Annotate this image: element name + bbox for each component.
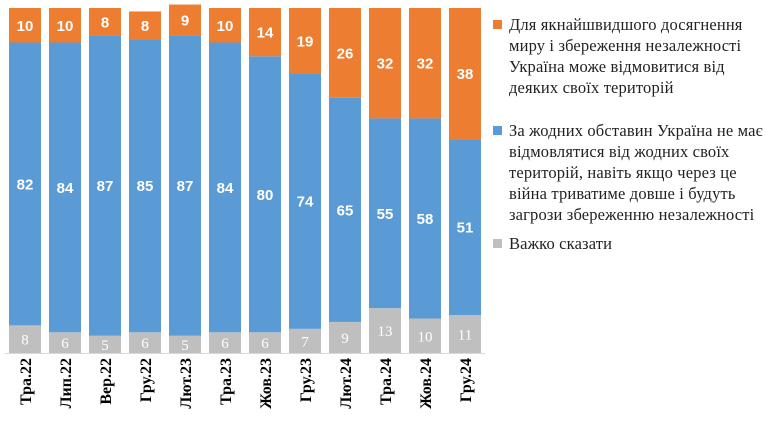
x-tick-label: Гру.23 [298, 358, 315, 402]
bar-segment-hard-to-say [9, 325, 41, 353]
bar-segment-cede-territories [449, 8, 481, 140]
x-tick-label: Вер.22 [98, 358, 115, 405]
legend-item-hard-to-say: Важко сказати [493, 233, 775, 254]
bar-segment-hard-to-say [369, 308, 401, 353]
legend: Для якнайшвидшого досягнення миру і збер… [493, 14, 775, 254]
data-label: 58 [417, 211, 434, 228]
x-tick-label: Гру.24 [458, 358, 475, 402]
bar-segment-no-concessions [169, 35, 201, 336]
bar-segment-hard-to-say [209, 332, 241, 353]
legend-swatch-orange [493, 20, 502, 29]
data-label: 14 [257, 25, 274, 42]
data-label: 82 [17, 176, 34, 193]
data-label: 80 [257, 187, 274, 204]
data-label: 6 [61, 336, 69, 352]
bar-segment-no-concessions [89, 35, 121, 336]
bar-segment-cede-territories [369, 8, 401, 119]
data-label: 10 [217, 18, 234, 35]
data-label: 65 [337, 202, 354, 219]
x-tick-label: Жов.24 [418, 358, 435, 409]
data-label: 7 [301, 334, 309, 350]
data-label: 10 [17, 18, 34, 35]
data-label: 10 [418, 329, 433, 345]
data-label: 6 [221, 336, 229, 352]
data-label: 8 [101, 14, 109, 31]
bar-segment-cede-territories [89, 8, 121, 36]
x-tick-label: Лип.22 [58, 358, 75, 408]
legend-swatch-gray [493, 239, 502, 248]
bar-segment-hard-to-say [329, 321, 361, 353]
data-label: 5 [101, 338, 109, 354]
bar-segment-cede-territories [49, 8, 81, 43]
data-label: 32 [417, 56, 434, 73]
bar-segment-no-concessions [249, 56, 281, 333]
bar-segment-no-concessions [369, 118, 401, 309]
bar-segment-hard-to-say [409, 318, 441, 353]
data-label: 87 [97, 178, 114, 195]
legend-item-no-concessions: За жодних обставин Україна не має відмов… [493, 120, 775, 225]
legend-swatch-blue [493, 126, 502, 135]
x-tick-label: Жов.23 [258, 358, 275, 409]
data-label: 5 [181, 338, 189, 354]
x-tick-label: Тра.24 [378, 358, 395, 405]
data-label: 51 [457, 220, 474, 237]
data-label: 8 [141, 18, 149, 35]
data-label: 38 [457, 66, 474, 83]
data-label: 32 [377, 56, 394, 73]
data-label: 87 [177, 178, 194, 195]
bar-segment-hard-to-say [289, 328, 321, 353]
bar-segment-no-concessions [129, 39, 161, 333]
bar-segment-no-concessions [409, 118, 441, 319]
bar-segment-hard-to-say [89, 335, 121, 353]
data-label: 10 [57, 18, 74, 35]
bar-segment-no-concessions [449, 139, 481, 316]
bar-segment-hard-to-say [169, 335, 201, 353]
x-tick-label: Лют.24 [338, 358, 355, 409]
x-tick-label: Тра.23 [218, 358, 235, 405]
data-label: 11 [458, 328, 472, 344]
bar-segment-cede-territories [409, 8, 441, 119]
bar-segment-cede-territories [249, 8, 281, 57]
bar-segment-cede-territories [9, 8, 41, 43]
bar-segment-hard-to-say [449, 315, 481, 353]
bar-segment-cede-territories [169, 4, 201, 36]
x-tick-label: Тра.22 [18, 358, 35, 405]
data-label: 84 [217, 180, 234, 197]
x-tick-label: Лют.23 [178, 358, 195, 409]
legend-label-no-concessions: За жодних обставин Україна не має відмов… [509, 121, 763, 224]
bar-segment-no-concessions [209, 42, 241, 333]
data-label: 9 [181, 13, 189, 30]
bar-segment-cede-territories [129, 11, 161, 40]
x-tick-label: Гру.22 [138, 358, 155, 402]
bar-segment-no-concessions [49, 42, 81, 333]
bar-segment-hard-to-say [49, 332, 81, 353]
bar-segment-cede-territories [289, 8, 321, 74]
data-label: 6 [261, 336, 269, 352]
legend-item-cede-territories: Для якнайшвидшого досягнення миру і збер… [493, 14, 775, 98]
plot-area: 8821068410587868585879684106801477419965… [9, 4, 481, 354]
data-label: 8 [21, 333, 29, 349]
bar-segment-no-concessions [9, 42, 41, 326]
data-label: 6 [141, 336, 149, 352]
legend-label-hard-to-say: Важко сказати [509, 234, 613, 253]
bar-segment-no-concessions [289, 73, 321, 329]
data-label: 9 [341, 331, 349, 347]
bar-segment-cede-territories [209, 8, 241, 43]
legend-label-cede-territories: Для якнайшвидшого досягнення миру і збер… [509, 15, 743, 97]
data-label: 13 [378, 324, 393, 340]
bar-segment-hard-to-say [249, 332, 281, 353]
data-label: 84 [57, 180, 74, 197]
data-label: 19 [297, 33, 314, 50]
bar-segment-hard-to-say [129, 332, 161, 353]
data-label: 85 [137, 178, 154, 195]
x-axis: Тра.22 Лип.22 Вер.22 Гру.22 Лют.23 Тра.23 Жов.… [5, 353, 485, 409]
data-label: 55 [377, 206, 394, 223]
bar-segment-no-concessions [329, 97, 361, 322]
bar-segment-cede-territories [329, 8, 361, 98]
data-label: 26 [337, 45, 354, 62]
data-label: 74 [297, 194, 314, 211]
